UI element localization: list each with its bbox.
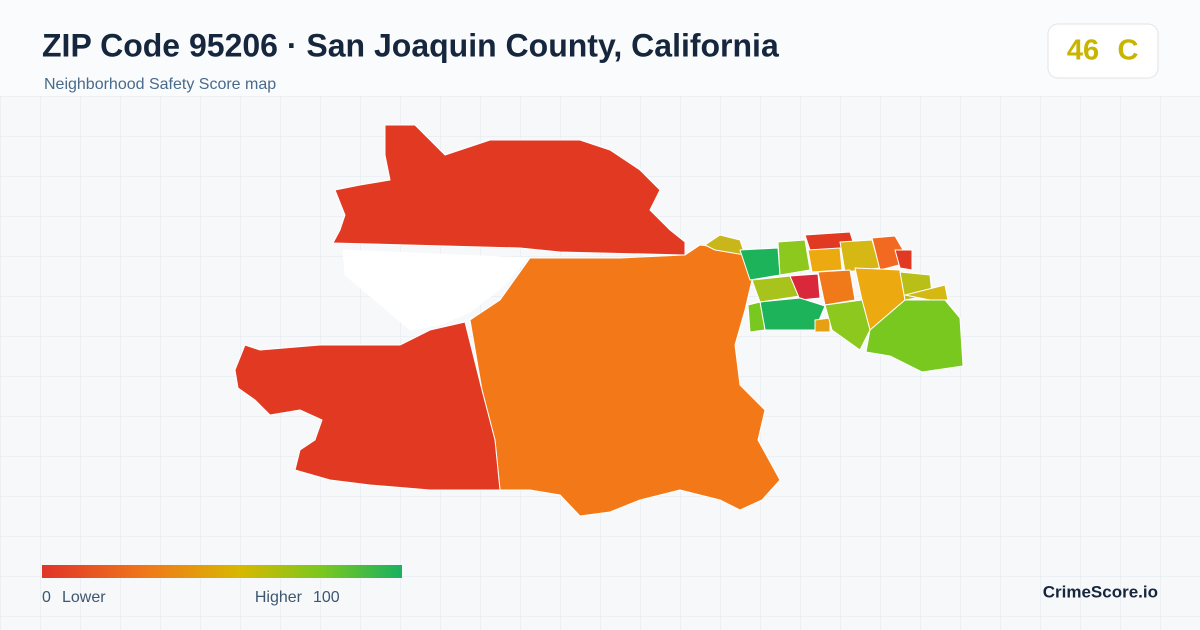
map [234, 124, 964, 517]
legend-bar [42, 565, 402, 578]
region [469, 244, 781, 517]
region [824, 299, 871, 351]
score-value: 46 [1067, 35, 1099, 67]
score-badge [1047, 23, 1159, 79]
legend-min: 0 [42, 589, 51, 606]
region [894, 249, 913, 271]
legend-max: 100 [313, 589, 340, 606]
region [807, 247, 843, 273]
score-grade: C [1118, 35, 1139, 67]
brand: CrimeScore.io [1043, 582, 1158, 601]
region [789, 273, 821, 301]
title: ZIP Code 95206 · San Joaquin County, Cal… [42, 27, 779, 63]
region [777, 239, 811, 276]
subtitle: Neighborhood Safety Score map [44, 76, 276, 93]
region [332, 124, 686, 256]
region [814, 317, 831, 333]
region [747, 301, 766, 333]
region [234, 321, 501, 491]
region [704, 234, 746, 256]
region [904, 284, 949, 301]
legend-max-label: Higher [255, 589, 303, 606]
region [817, 269, 856, 306]
region [865, 299, 964, 373]
header-band [0, 0, 1200, 96]
region [342, 249, 528, 331]
legend-min-label: Lower [62, 589, 106, 606]
